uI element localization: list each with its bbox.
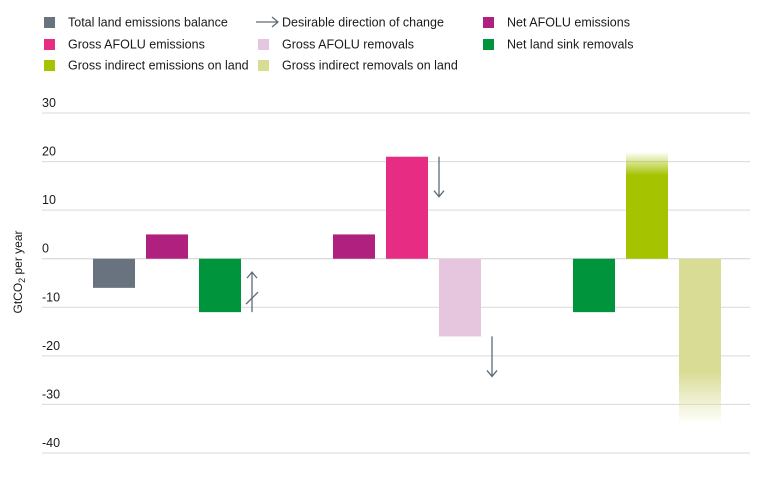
legend-swatch — [44, 39, 55, 50]
legend-item-total-balance: Total land emissions balance — [44, 16, 228, 30]
y-tick-label: -20 — [42, 339, 60, 353]
bar-gross-afolu-removals — [439, 258, 481, 337]
legend-item-net-afolu: Net AFOLU emissions — [483, 16, 630, 30]
arrow-right-icon — [256, 16, 280, 28]
legend-label: Total land emissions balance — [68, 16, 228, 30]
legend-item-net-land-sink: Net land sink removals — [483, 38, 633, 52]
legend-label: Net land sink removals — [507, 38, 633, 52]
y-tick-label: 10 — [42, 193, 56, 207]
bar-total-balance — [93, 258, 135, 288]
legend-swatch — [258, 39, 269, 50]
slash-mark — [245, 291, 259, 305]
legend-item-gross-indirect-removals: Gross indirect removals on land — [258, 59, 458, 73]
legend-label: Gross indirect removals on land — [282, 59, 458, 73]
bar-gross-indirect-emissions — [626, 151, 668, 259]
bars — [93, 151, 721, 424]
y-tick-label: 30 — [42, 96, 56, 110]
legend-label: Gross indirect emissions on land — [68, 59, 249, 73]
bar-net-land-sink — [199, 258, 241, 313]
legend-label: Desirable direction of change — [282, 16, 444, 30]
legend-label: Gross AFOLU removals — [282, 38, 414, 52]
legend-item-direction: Desirable direction of change — [256, 16, 444, 30]
legend-label: Net AFOLU emissions — [507, 16, 630, 30]
legend-swatch — [44, 17, 55, 28]
legend-item-gross-indirect-emissions: Gross indirect emissions on land — [44, 59, 249, 73]
y-tick-label: -10 — [42, 290, 60, 304]
legend-swatch — [483, 39, 494, 50]
arrow-down-icon — [433, 156, 445, 198]
direction-arrows — [245, 156, 498, 378]
y-tick-label: -30 — [42, 387, 60, 401]
y-axis-title: GtCO2 per year — [11, 230, 27, 313]
bar-gross-indirect-removals — [679, 258, 721, 424]
legend: Total land emissions balance Desirable di… — [44, 16, 633, 73]
arrow-up-icon — [245, 271, 259, 313]
legend-swatch — [258, 60, 269, 71]
legend-swatch — [483, 17, 494, 28]
bar-net-afolu — [146, 234, 188, 259]
legend-label: Gross AFOLU emissions — [68, 38, 205, 52]
y-tick-label: -40 — [42, 436, 60, 450]
bar-net-afolu — [333, 234, 375, 259]
y-tick-label: 20 — [42, 145, 56, 159]
y-tick-label: 0 — [42, 242, 49, 256]
legend-swatch — [44, 60, 55, 71]
legend-item-gross-afolu-emissions: Gross AFOLU emissions — [44, 38, 205, 52]
arrow-down-icon — [486, 336, 498, 378]
bar-gross-afolu-emissions — [386, 156, 428, 259]
bar-net-land-sink — [573, 258, 615, 313]
legend-item-gross-afolu-removals: Gross AFOLU removals — [258, 38, 414, 52]
y-axis-ticks: 30 20 10 0 -10 -20 -30 -40 — [42, 96, 60, 450]
